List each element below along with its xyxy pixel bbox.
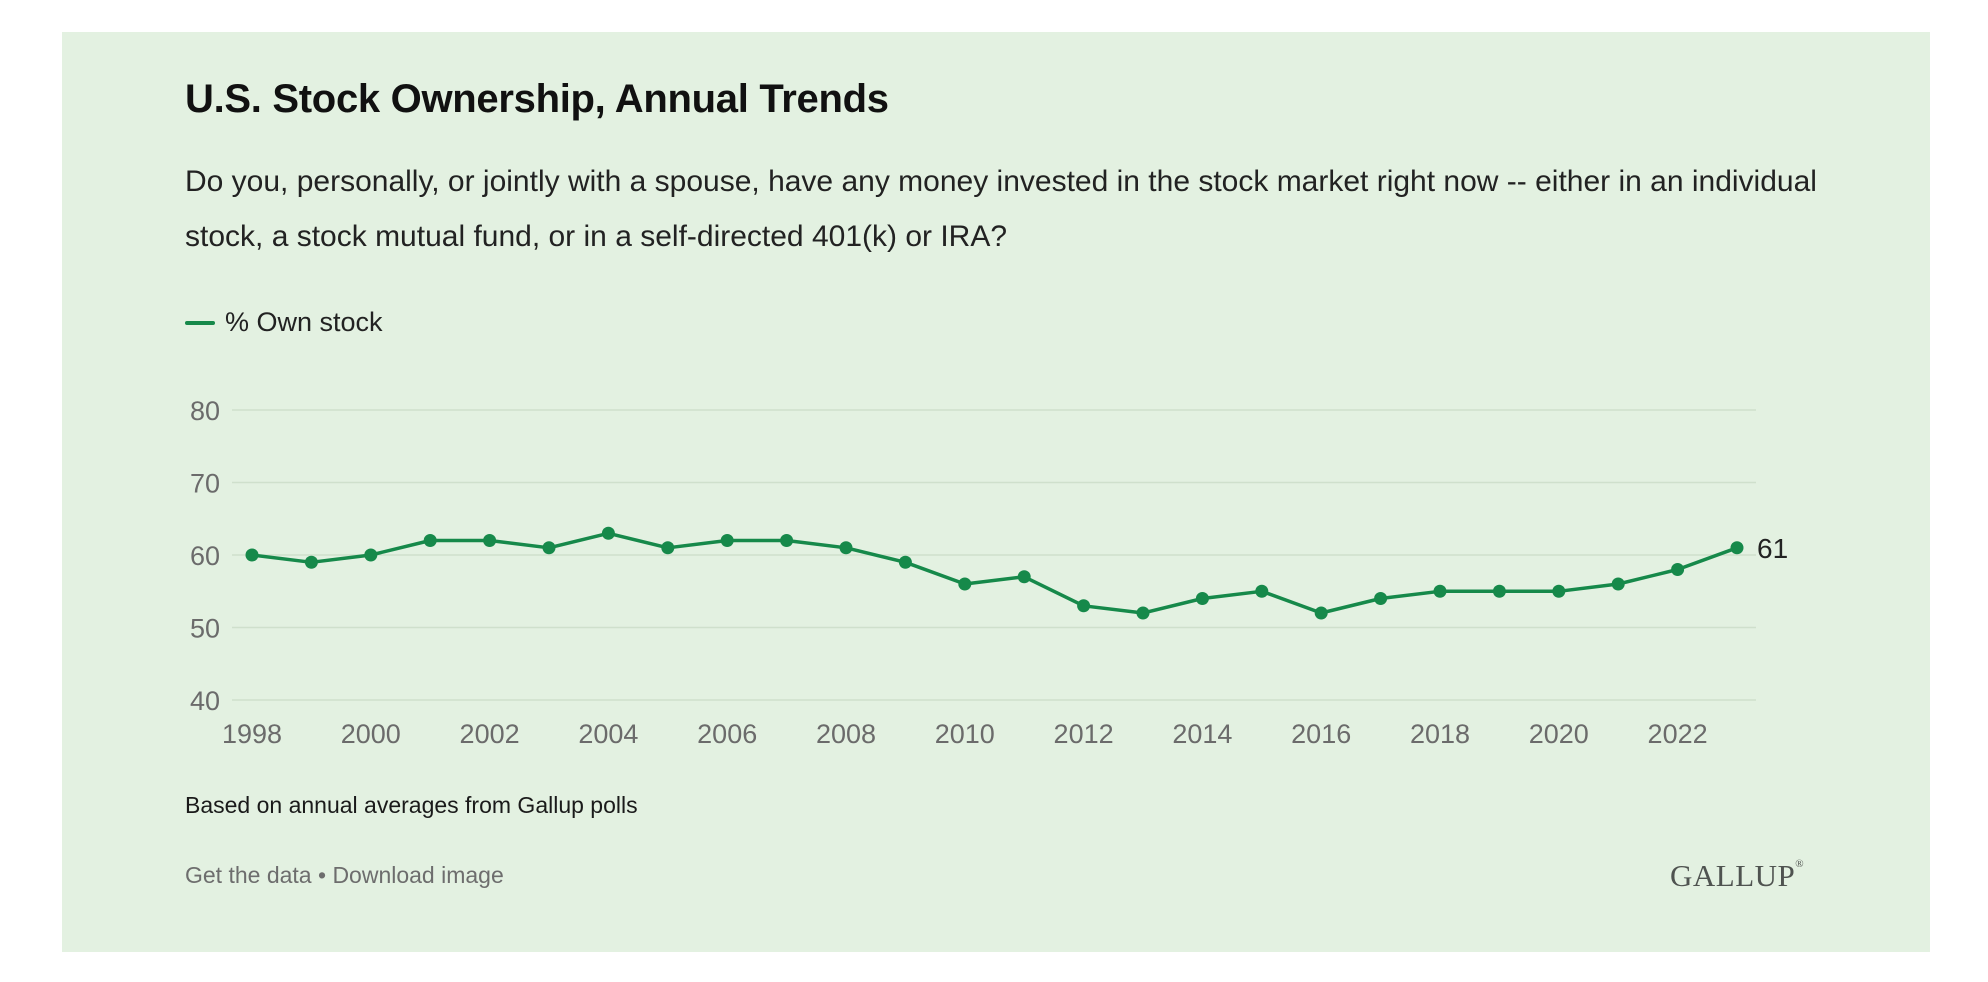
data-point (304, 555, 318, 569)
chart-title: U.S. Stock Ownership, Annual Trends (185, 77, 889, 121)
data-point (245, 548, 259, 562)
x-tick-label: 2014 (1172, 719, 1232, 749)
x-tick-label: 2020 (1529, 719, 1589, 749)
y-tick-label: 80 (190, 396, 220, 426)
data-point (1433, 584, 1447, 598)
x-tick-label: 2002 (460, 719, 520, 749)
y-tick-label: 40 (190, 686, 220, 716)
data-point (1195, 592, 1209, 605)
data-point (423, 534, 437, 547)
x-tick-label: 1998 (222, 719, 282, 749)
footnote: Based on annual averages from Gallup pol… (185, 792, 638, 818)
x-tick-label: 2006 (697, 719, 757, 749)
logo-text: GALLUP (1670, 858, 1796, 893)
data-point (780, 534, 794, 547)
series-line (251, 531, 1738, 615)
x-tick-label: 2018 (1410, 719, 1470, 749)
footer-links: Get the data • Download image (185, 862, 504, 889)
data-point (1255, 584, 1269, 598)
x-tick-label: 2000 (341, 719, 401, 749)
logo-registered-mark: ® (1795, 858, 1805, 870)
chart-card: U.S. Stock Ownership, Annual Trends Do y… (62, 32, 1930, 952)
y-tick-label: 60 (190, 541, 220, 571)
legend-swatch (185, 320, 215, 325)
data-point (364, 548, 378, 562)
data-point (483, 534, 497, 547)
data-point (1314, 606, 1328, 620)
data-point (1730, 541, 1744, 555)
legend-label: % Own stock (225, 307, 383, 337)
data-point (958, 577, 972, 591)
x-tick-label: 2016 (1291, 719, 1351, 749)
data-point (1552, 584, 1566, 598)
x-tick-label: 2004 (578, 719, 638, 749)
data-point (1017, 570, 1031, 584)
data-point (839, 541, 853, 555)
data-point (1492, 584, 1506, 598)
download-image-link[interactable]: Download image (332, 862, 504, 888)
get-data-link[interactable]: Get the data (185, 862, 312, 888)
x-tick-label: 2008 (816, 719, 876, 749)
data-point (601, 526, 615, 540)
data-point (898, 555, 912, 569)
y-tick-label: 70 (190, 469, 220, 499)
data-point (1374, 592, 1388, 605)
x-tick-label: 2022 (1648, 719, 1708, 749)
y-tick-label: 50 (190, 614, 220, 644)
data-point (1611, 577, 1625, 591)
data-point (1136, 606, 1150, 620)
line-chart: 40 50 60 70 80 1998 2000 2002 2004 2006 2008 2010 20… (190, 396, 1788, 749)
data-point (1671, 563, 1685, 576)
data-point (661, 541, 675, 555)
end-value-label: 61 (1757, 533, 1788, 564)
x-tick-label: 2010 (935, 719, 995, 749)
data-point (720, 534, 734, 547)
gallup-logo: GALLUP® (1670, 858, 1804, 894)
link-separator: • (311, 862, 333, 888)
legend: % Own stock (185, 307, 383, 338)
chart-subtitle: Do you, personally, or jointly with a sp… (185, 165, 1817, 253)
data-point (1077, 599, 1091, 613)
data-point (542, 541, 556, 555)
x-tick-label: 2012 (1054, 719, 1114, 749)
